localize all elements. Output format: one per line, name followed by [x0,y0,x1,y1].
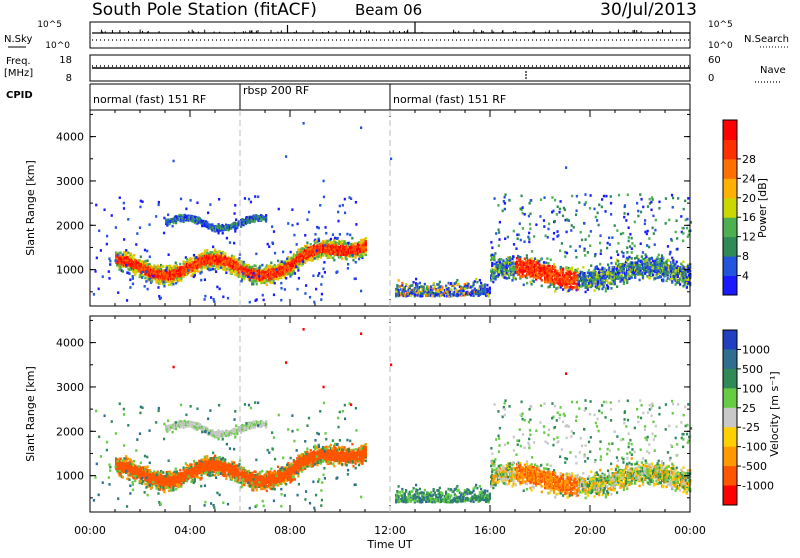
colorbar-tick-label: 100 [742,382,763,395]
colorbar-cell [723,447,737,467]
velocity-colorbar-label: Velocity [m s⁻¹] [768,371,781,456]
range-tick-label: 2000 [56,219,84,232]
time-tick-label: 04:00 [174,524,206,537]
velocity-panel: 1000 2000 3000 4000 Slant Range [km] [24,316,692,512]
time-tick-label: 00:00 [674,524,706,537]
power-colorbar-label: Power [dB] [756,178,769,238]
colorbar-tick-label: -25 [742,421,760,434]
range-tick-label: 1000 [56,470,84,483]
range-tick-label: 4000 [56,337,84,350]
range-tick-label: 3000 [56,175,84,188]
freq-tick-top: 18 [59,55,72,66]
time-axis-labels: 00:00 04:00 08:00 12:00 16:00 20:00 00:00 [74,524,706,537]
colorbar-tick-label: 12 [742,231,756,244]
nsky-spikes [101,22,670,33]
time-axis-title: Time UT [366,538,412,551]
colorbar-tick-label: -1000 [742,480,774,493]
time-tick-label: 08:00 [274,524,306,537]
colorbar-tick-label: -500 [742,460,767,473]
velocity-colorbar: 1000 500 100 25 -25 -100 -500 -1000 Velocity [m… [723,330,781,506]
nsky-tick-bottom: 10^0 [45,41,70,51]
colorbar-cell [723,198,737,218]
time-tick-label: 12:00 [374,524,406,537]
cpid-segment-label: normal (fast) 151 RF [93,93,206,106]
colorbar-tick-label: -100 [742,441,767,454]
colorbar-tick-label: 24 [742,172,756,185]
nave-tick-bottom: 0 [708,73,714,84]
colorbar-cell [723,408,737,428]
colorbar-cell [723,427,737,447]
cpid-segment-label: normal (fast) 151 RF [393,93,506,106]
colorbar-cell [723,349,737,369]
colorbar-cell [723,120,737,140]
colorbar-cell [723,486,737,506]
colorbar-cell [723,159,737,179]
colorbar-cell [723,237,737,257]
nave-tick-top: 60 [708,55,721,66]
colorbar-cell [723,139,737,159]
mhz-label: [MHz] [4,68,33,79]
range-tick-label: 3000 [56,381,84,394]
power-ylabel: Slant Range [km] [24,160,37,256]
nsky-strip: 10^5 10^0 10^5 10^0 N.Sky N.Search [4,20,790,51]
colorbar-tick-label: 28 [742,153,756,166]
range-tick-label: 1000 [56,264,84,277]
colorbar-tick-label: 25 [742,402,756,415]
velocity-scatter [93,328,692,509]
colorbar-tick-label: 8 [742,250,749,263]
colorbar-tick-label: 16 [742,211,756,224]
time-tick-label: 16:00 [474,524,506,537]
colorbar-cell [723,369,737,389]
power-colorbar: 4 8 12 16 20 24 28 Power [dB] [723,120,769,296]
cpid-strip: CPID normal (fast) 151 RF rbsp 200 RF norm… [6,84,690,110]
freq-tick-bottom: 8 [66,73,72,84]
colorbar-cell [723,388,737,408]
colorbar-tick-label: 4 [742,270,749,283]
freq-label: Freq. [6,56,31,67]
colorbar-tick-label: 500 [742,363,763,376]
nsky-label: N.Sky [4,34,32,45]
velocity-ylabel: Slant Range [km] [24,366,37,462]
colorbar-cell [723,256,737,276]
nsky-tick-top: 10^5 [37,20,62,30]
nsearch-tick-top: 10^5 [708,20,733,30]
freq-strip: 18 8 60 0 Freq. [MHz] Nave [4,55,786,84]
station-title: South Pole Station (fitACF) [92,0,317,20]
cpid-label: CPID [6,90,33,101]
time-tick-label: 00:00 [74,524,106,537]
nsearch-tick-bottom: 10^0 [708,41,733,51]
colorbar-cell [723,178,737,198]
range-tick-label: 4000 [56,131,84,144]
nave-label: Nave [760,65,786,76]
colorbar-tick-label: 20 [742,192,756,205]
colorbar-cell [723,466,737,486]
power-scatter [93,122,692,303]
colorbar-cell [723,330,737,350]
colorbar-tick-label: 1000 [742,343,770,356]
cpid-segment-label: rbsp 200 RF [243,84,309,97]
date-title: 30/Jul/2013 [600,0,697,20]
beam-title: Beam 06 [355,1,422,19]
range-tick-label: 2000 [56,425,84,438]
time-tick-label: 20:00 [574,524,606,537]
power-panel: 1000 2000 3000 4000 Slant Range [km] [24,110,692,306]
colorbar-cell [723,276,737,296]
nsearch-label: N.Search [744,34,789,45]
colorbar-cell [723,217,737,237]
